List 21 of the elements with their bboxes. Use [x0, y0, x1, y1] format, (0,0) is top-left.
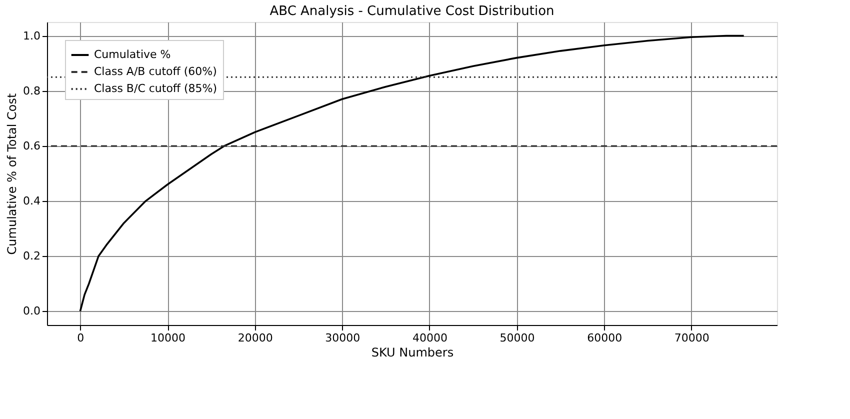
y-tick-label: 0.8 — [23, 84, 40, 98]
y-tick-label: 1.0 — [23, 29, 40, 42]
x-tick-label: 40000 — [412, 332, 448, 344]
legend-label: Class A/B cutoff (60%) — [94, 65, 217, 78]
y-axis-title: Cumulative % of Total Cost — [5, 92, 20, 255]
x-tick-label: 20000 — [238, 332, 273, 344]
x-axis-title: SKU Numbers — [371, 346, 454, 360]
legend-label: Cumulative % — [94, 48, 171, 61]
chart-title: ABC Analysis - Cumulative Cost Distribution — [270, 4, 554, 19]
x-tick-label: 60000 — [587, 332, 622, 344]
x-tick-label: 0 — [77, 332, 84, 344]
x-tick-label: 10000 — [150, 332, 186, 344]
legend-label: Class B/C cutoff (85%) — [94, 82, 218, 95]
y-tick-label: 0.0 — [23, 304, 40, 318]
y-tick-label: 0.6 — [23, 139, 40, 152]
line-series — [79, 34, 745, 312]
y-tick-label: 0.2 — [23, 250, 40, 263]
x-tick-label: 30000 — [325, 332, 360, 344]
y-tick-label: 0.4 — [23, 194, 40, 208]
x-tick-label: 50000 — [500, 332, 535, 344]
x-tick-label: 70000 — [674, 332, 710, 344]
